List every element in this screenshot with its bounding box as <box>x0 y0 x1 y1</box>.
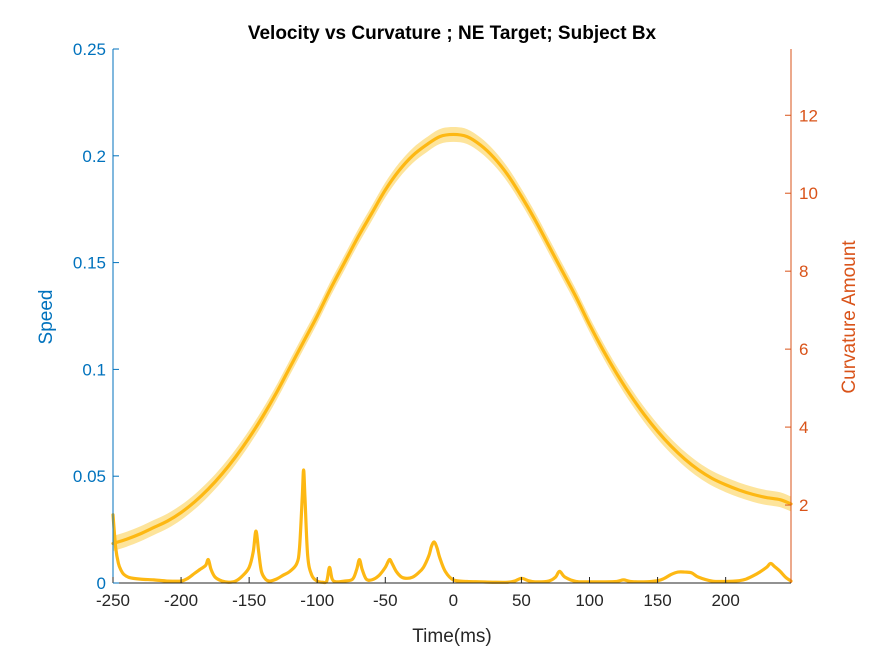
speed-confidence-band <box>113 126 791 551</box>
y-axis-label-left: Speed <box>36 290 57 345</box>
x-tick-label: 150 <box>643 591 671 610</box>
series-layer <box>111 126 793 585</box>
x-tick-label: 0 <box>449 591 458 610</box>
curvature-line <box>111 468 793 585</box>
y-tick-right-label: 10 <box>799 184 818 203</box>
chart-title: Velocity vs Curvature ; NE Target; Subje… <box>248 23 657 44</box>
x-tick-label: 50 <box>512 591 531 610</box>
x-tick-label: 100 <box>575 591 603 610</box>
x-tick-label: -100 <box>300 591 334 610</box>
y-tick-left-label: 0.25 <box>73 40 106 59</box>
x-tick-label: -200 <box>164 591 198 610</box>
x-tick-label: -250 <box>96 591 130 610</box>
x-tick-label: -50 <box>373 591 398 610</box>
y-tick-right-label: 4 <box>799 418 808 437</box>
x-axis-label: Time(ms) <box>412 626 492 647</box>
x-tick-label: -150 <box>232 591 266 610</box>
y-tick-right-label: 8 <box>799 262 808 281</box>
y-tick-right-label: 12 <box>799 106 818 125</box>
x-tick-label: 200 <box>711 591 739 610</box>
y-tick-left-label: 0.05 <box>73 467 106 486</box>
speed-line <box>111 132 793 546</box>
y-tick-left-label: 0 <box>97 574 106 593</box>
y-tick-left-label: 0.2 <box>82 147 106 166</box>
y-tick-left-label: 0.15 <box>73 254 106 273</box>
y-tick-right-label: 6 <box>799 340 808 359</box>
y-axis-label-right: Curvature Amount <box>839 240 860 394</box>
axes-layer: -250 -200 -150 -100 -50 0 50 100 150 200 0 0.05 0.1 0… <box>73 40 818 610</box>
y-tick-left-label: 0.1 <box>82 360 106 379</box>
y-tick-right-label: 2 <box>799 496 808 515</box>
